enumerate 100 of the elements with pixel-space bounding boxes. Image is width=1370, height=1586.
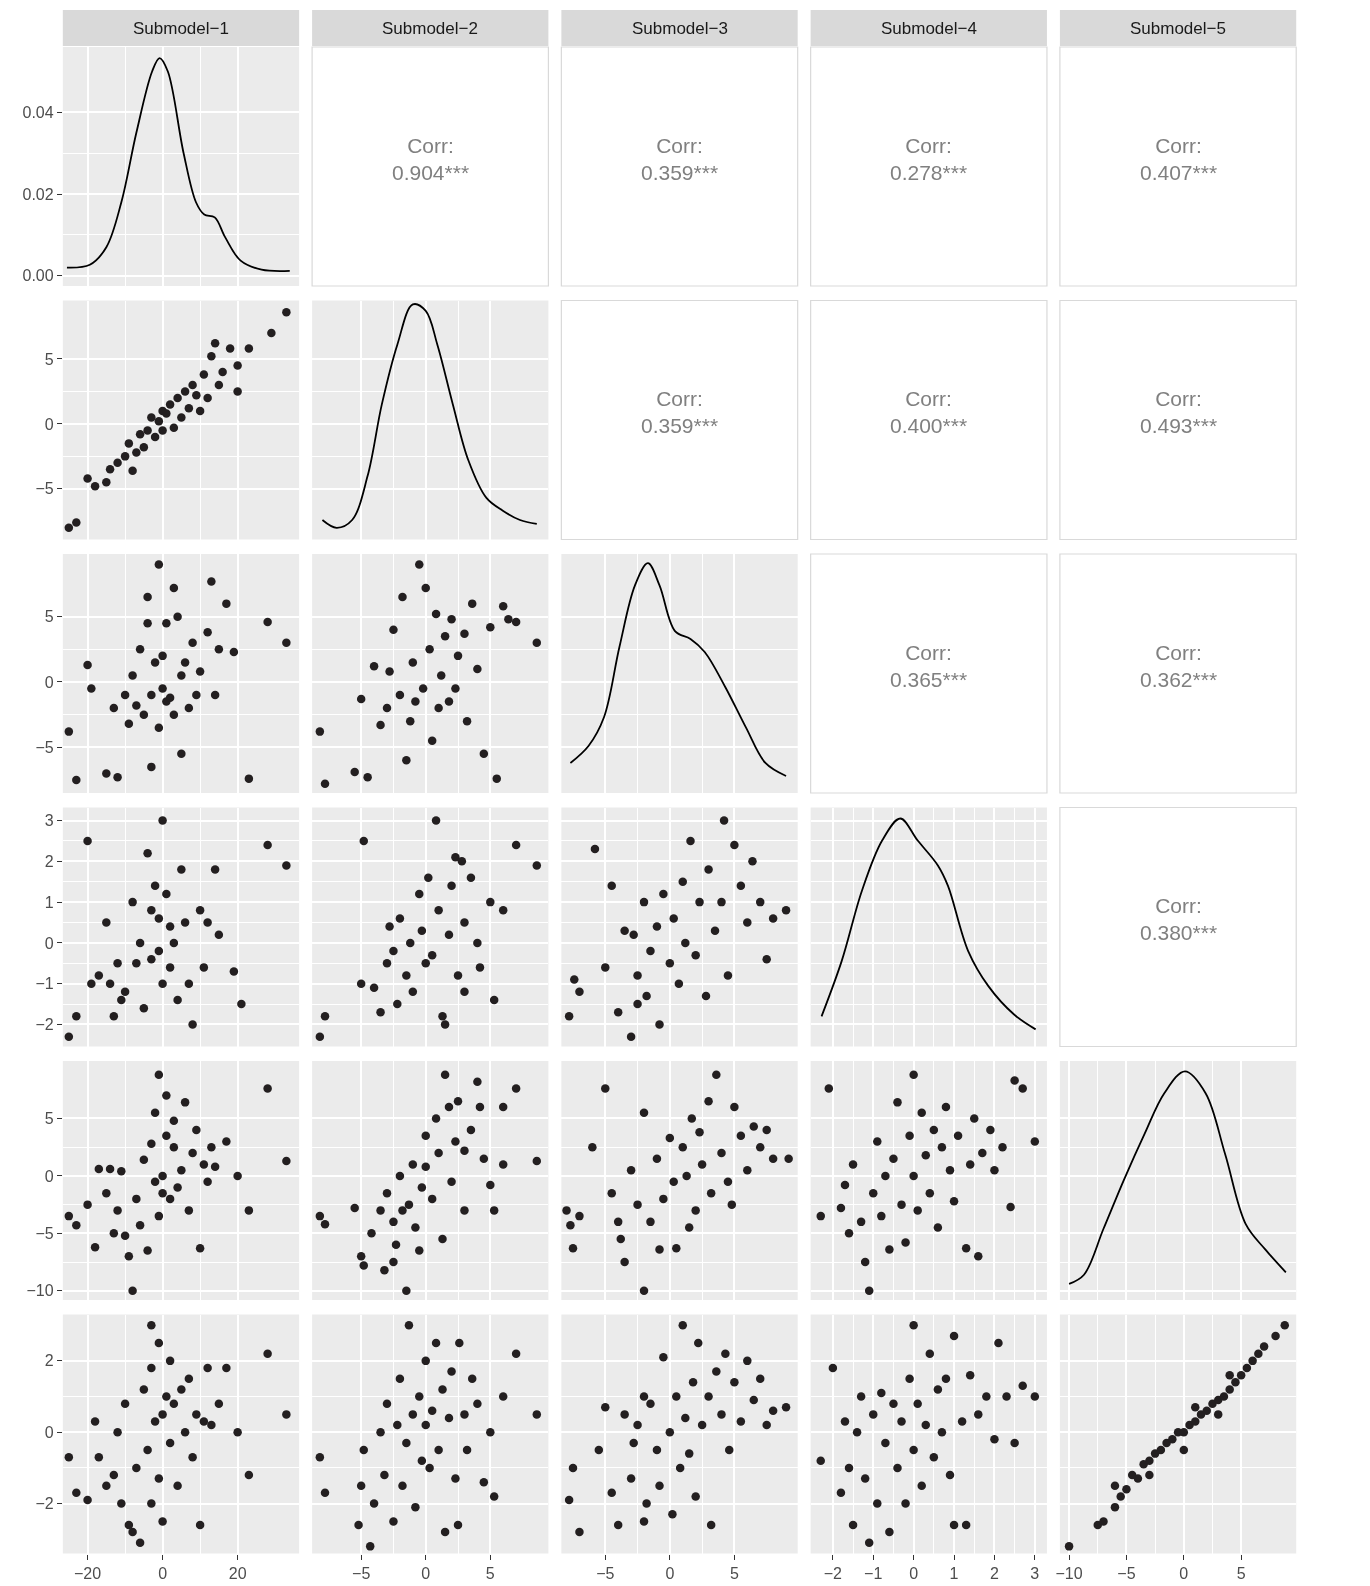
point (909, 1171, 918, 1181)
point (139, 1385, 149, 1394)
point (687, 1114, 697, 1123)
point (620, 926, 629, 935)
point (532, 1410, 542, 1419)
point (633, 1200, 642, 1209)
point (210, 1162, 220, 1171)
point (743, 1165, 752, 1175)
point (682, 1171, 691, 1181)
point (451, 1137, 460, 1146)
point (877, 1388, 886, 1398)
point (601, 963, 610, 972)
point (704, 865, 713, 874)
point (1133, 1474, 1143, 1483)
point (180, 658, 190, 667)
text: Corr: (407, 134, 454, 157)
point (479, 1154, 489, 1163)
point (462, 1445, 472, 1455)
point (937, 1142, 947, 1152)
point (382, 959, 392, 968)
point (214, 930, 224, 939)
point (356, 1481, 366, 1490)
point (1116, 1492, 1125, 1501)
point (389, 1257, 398, 1267)
point (177, 1385, 186, 1394)
y-tick-label: −5 (35, 738, 54, 756)
point (1280, 1320, 1289, 1330)
point (320, 1488, 330, 1498)
point (486, 1427, 495, 1437)
point (113, 773, 122, 782)
point (158, 651, 167, 661)
point (417, 1456, 427, 1465)
point (102, 1481, 111, 1490)
point (64, 523, 74, 533)
point (659, 889, 668, 899)
point (431, 1338, 441, 1348)
point (94, 1164, 104, 1174)
point (320, 1012, 330, 1021)
point (575, 987, 584, 997)
y-tick-label: 0 (44, 673, 54, 691)
point (994, 1338, 1003, 1348)
point (113, 458, 122, 468)
point (646, 1399, 655, 1408)
point (633, 999, 642, 1009)
point (418, 684, 428, 693)
text: Corr: (1155, 134, 1202, 157)
y-tick-label: −5 (35, 1224, 54, 1242)
y-tick-label: 0 (44, 1167, 54, 1185)
point (749, 1395, 759, 1405)
x-tick-label: −5 (1117, 1564, 1136, 1582)
point (909, 1320, 918, 1330)
point (453, 1520, 463, 1530)
point (755, 1142, 765, 1152)
point (575, 1211, 584, 1221)
point (453, 1096, 463, 1106)
point (132, 701, 141, 710)
point (607, 1488, 616, 1498)
point (109, 1229, 119, 1238)
point (486, 897, 495, 907)
point (1145, 1456, 1154, 1465)
point (188, 1020, 197, 1029)
point (389, 946, 398, 956)
point (64, 1211, 74, 1221)
point (697, 1160, 707, 1169)
point (901, 1499, 910, 1508)
point (704, 1096, 713, 1106)
point (408, 658, 418, 667)
point (909, 1070, 918, 1080)
point (169, 1142, 179, 1152)
point (881, 1171, 890, 1181)
x-tick-label: 5 (485, 1564, 495, 1582)
point (109, 1012, 119, 1021)
point (184, 703, 194, 713)
point (263, 840, 272, 850)
point (391, 1240, 401, 1250)
point (864, 1286, 874, 1296)
point (147, 690, 156, 700)
point (139, 1003, 149, 1013)
text: Submodel−2 (382, 19, 478, 38)
point (180, 1098, 190, 1107)
point (447, 1367, 456, 1376)
point (207, 1142, 216, 1152)
point (188, 380, 197, 390)
point (282, 1410, 291, 1419)
point (128, 671, 137, 680)
x-tick-label: 20 (228, 1564, 247, 1582)
point (856, 1392, 866, 1401)
point (652, 1154, 662, 1163)
point (933, 1385, 943, 1394)
point (836, 1203, 846, 1213)
point (626, 1474, 636, 1483)
point (415, 1392, 424, 1401)
point (717, 1410, 726, 1419)
point (1030, 1392, 1040, 1401)
point (64, 1032, 74, 1041)
point (72, 775, 81, 785)
point (180, 387, 190, 396)
point (1191, 1403, 1200, 1412)
y-tick-label: 0 (44, 1423, 54, 1441)
point (169, 1116, 179, 1125)
